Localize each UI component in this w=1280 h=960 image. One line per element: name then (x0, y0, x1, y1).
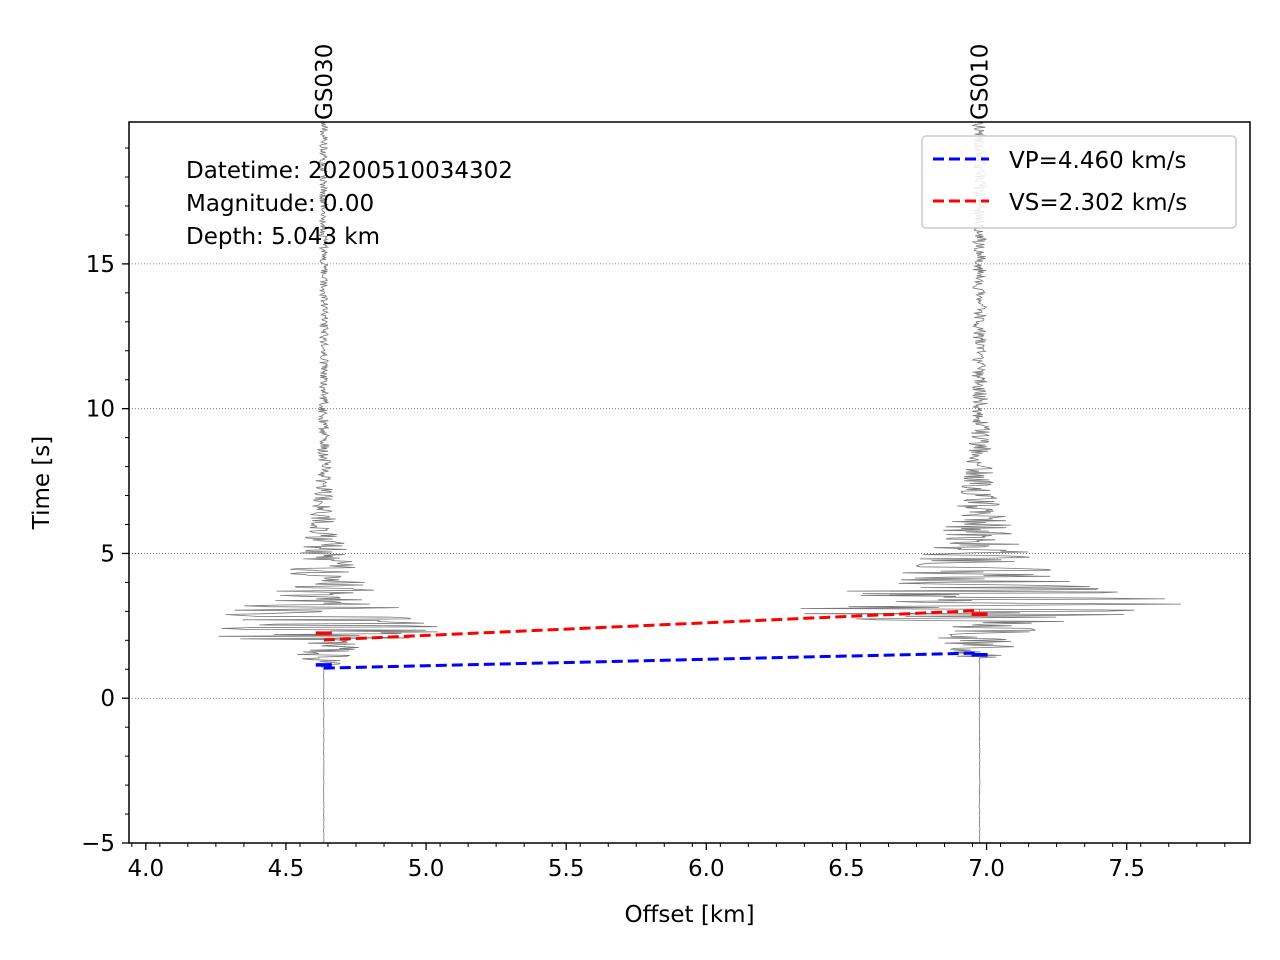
legend-label-vp: VP=4.460 km/s (1009, 148, 1187, 174)
x-axis-label: Offset [km] (624, 902, 754, 928)
legend-box (921, 135, 1237, 229)
x-axis-ticks: 4.0 4.5 5.0 5.5 6.0 6.5 7.0 7.5 (128, 843, 1226, 882)
x-tick-label: 4.0 (128, 856, 165, 882)
x-tick-label: 4.5 (268, 856, 305, 882)
x-tick-label: 5.0 (408, 856, 445, 882)
legend-label-vs: VS=2.302 km/s (1009, 190, 1187, 216)
y-tick-label: 0 (100, 686, 115, 712)
waveform-trace (218, 121, 439, 844)
y-tick-label: 5 (100, 541, 115, 567)
x-tick-label: 6.5 (828, 856, 865, 882)
y-axis-label: Time [s] (29, 436, 55, 531)
arrival-series (323, 609, 980, 670)
station-label: GS010 (968, 44, 994, 120)
annotation-depth: Depth: 5.043 km (186, 224, 380, 250)
y-axis-ticks: −5 0 5 10 15 (81, 147, 129, 857)
plot-frame (128, 121, 1251, 844)
x-tick-label: 7.5 (1108, 856, 1145, 882)
series-line (323, 651, 980, 670)
annotation-datetime: Datetime: 20200510034302 (186, 158, 513, 184)
station-label: GS030 (312, 44, 338, 120)
grid-lines (129, 263, 1250, 699)
waveform-trace (800, 121, 1182, 844)
y-tick-label: 15 (86, 252, 115, 278)
station-labels: GS030 GS010 (312, 44, 994, 120)
x-tick-label: 5.5 (548, 856, 585, 882)
y-tick-label: −5 (81, 831, 115, 857)
series-line (323, 609, 980, 642)
waveform-traces (218, 121, 1182, 844)
annotation-magnitude: Magnitude: 0.00 (186, 191, 374, 217)
legend: VP=4.460 km/s VS=2.302 km/s (921, 135, 1237, 229)
x-tick-label: 6.0 (688, 856, 725, 882)
x-tick-label: 7.0 (968, 856, 1005, 882)
arrival-picks (315, 612, 988, 667)
y-tick-label: 10 (86, 397, 115, 423)
